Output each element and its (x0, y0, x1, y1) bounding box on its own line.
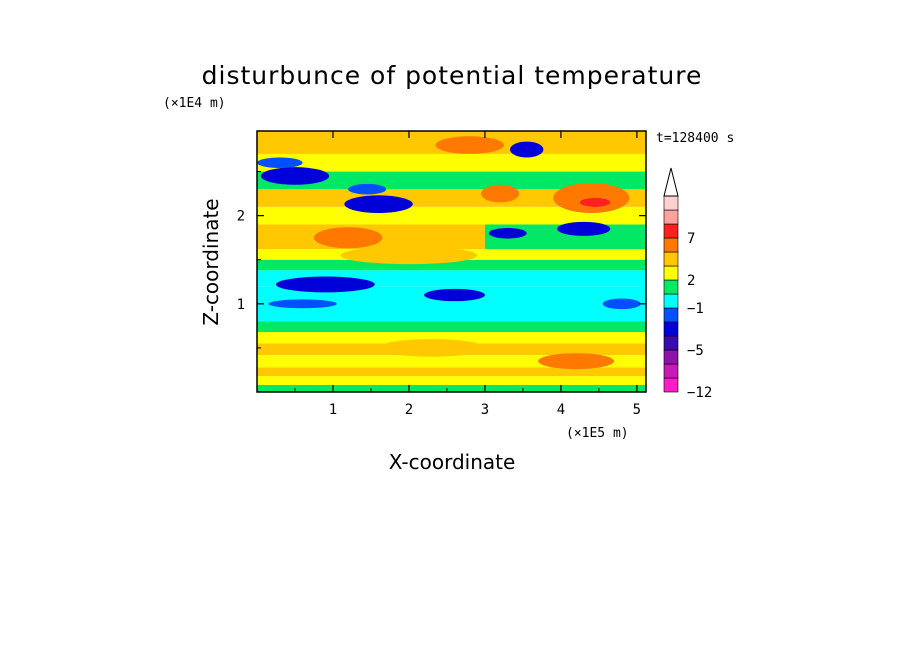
contour-blob-2 (344, 195, 413, 214)
contour-band-9 (257, 259, 646, 271)
colorbar-label: −5 (687, 343, 704, 359)
contour-blob-7 (488, 227, 527, 239)
contour-blob-13 (579, 198, 611, 207)
contour-blob-6 (268, 299, 337, 309)
colorbar-swatch (663, 209, 679, 225)
contour-blob-10 (602, 298, 641, 310)
contour-blob-11 (481, 184, 520, 203)
x-tick-label: 5 (633, 402, 641, 418)
chart-title: disturbunce of potential temperature (202, 61, 703, 90)
y-axis-unit: (×1E4 m) (163, 96, 226, 111)
x-tick-label: 3 (481, 402, 489, 418)
colorbar-label: 2 (687, 273, 695, 289)
axis-ticks: 1 2 3 4 5 1 2 (237, 131, 646, 418)
colorbar-swatch (663, 251, 679, 267)
contour-blob-16 (435, 136, 504, 154)
contour-blob-3 (348, 183, 387, 195)
y-tick-label: 1 (237, 297, 245, 313)
contour-blob-8 (510, 141, 544, 158)
colorbar-swatch (663, 223, 679, 239)
contour-blob-18 (340, 246, 478, 265)
colorbar-swatch (663, 349, 679, 365)
colorbar-swatch (663, 195, 679, 211)
contour-band-6 (257, 321, 646, 333)
contour-band-16 (257, 153, 646, 172)
contour-blob-4 (275, 276, 375, 293)
x-tick-label: 2 (405, 402, 413, 418)
colorbar-swatch (663, 377, 679, 393)
colorbar-swatch (663, 335, 679, 351)
contour-blob-14 (313, 227, 383, 249)
contour-blob-1 (257, 157, 303, 169)
colorbar-label: −12 (687, 385, 712, 401)
contour-blob-9 (557, 221, 611, 236)
colorbar-swatch (663, 307, 679, 323)
contour-blob-15 (378, 339, 485, 357)
y-tick-label: 2 (237, 209, 245, 225)
colorbar-extend-arrow (663, 167, 679, 197)
contour-band-2 (257, 367, 646, 377)
contour-band-5 (257, 332, 646, 344)
colorbar: 7 2 −1 −5 −12 (663, 167, 712, 401)
contour-band-15 (257, 171, 646, 190)
colorbar-swatch (663, 237, 679, 253)
x-tick-label: 4 (557, 402, 565, 418)
x-tick-label: 1 (329, 402, 337, 418)
colorbar-swatch (663, 279, 679, 295)
y-axis-title: Z-coordinate (199, 198, 223, 325)
colorbar-swatch (663, 363, 679, 379)
plot-frame (256, 130, 647, 393)
colorbar-swatch (663, 293, 679, 309)
contour-field (257, 131, 646, 392)
contour-blob-17 (538, 353, 615, 370)
colorbar-label: 7 (687, 231, 695, 247)
time-label: t=128400 s (656, 131, 734, 146)
contour-band-1 (257, 376, 646, 385)
contour-blob-5 (424, 288, 485, 302)
colorbar-swatch (663, 265, 679, 281)
x-axis-unit: (×1E5 m) (566, 426, 629, 441)
colorbar-label: −1 (687, 301, 704, 317)
contour-band-13 (257, 206, 646, 225)
contour-blob-12 (553, 183, 630, 214)
colorbar-swatch (663, 321, 679, 337)
contour-band-0 (257, 384, 646, 392)
contour-blob-0 (260, 167, 330, 185)
x-axis-title: X-coordinate (389, 450, 516, 474)
plot-area (256, 130, 647, 393)
